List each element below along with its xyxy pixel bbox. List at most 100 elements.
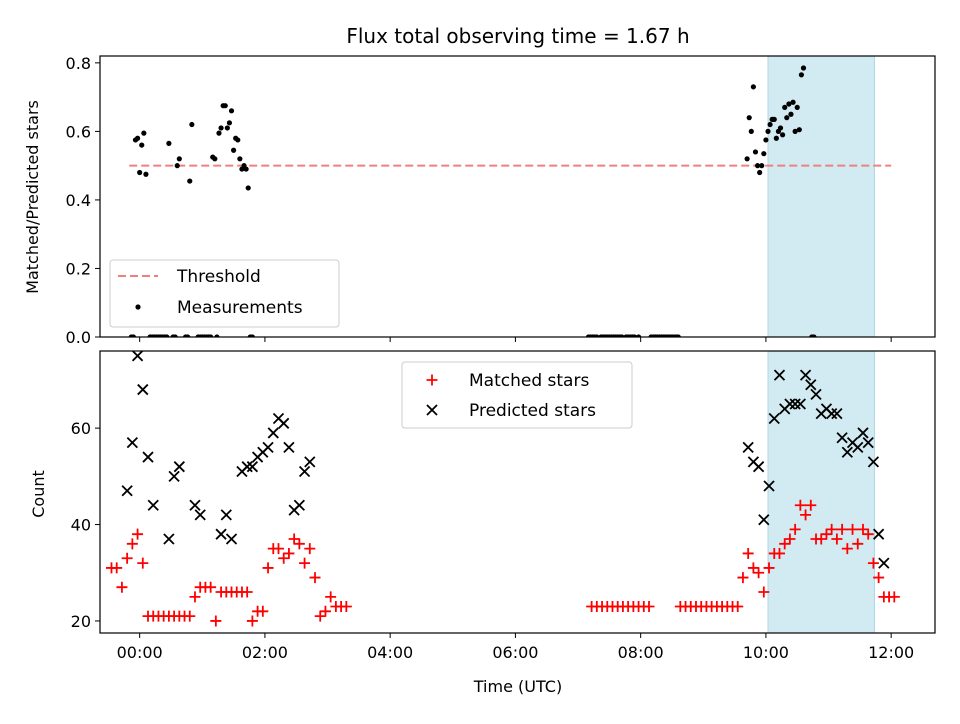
measurement-point [228, 108, 235, 114]
predicted-star-point [142, 451, 154, 463]
top-shaded-span [767, 55, 875, 338]
measurement-point [224, 125, 230, 131]
predicted-star-point [862, 436, 874, 449]
matched-star-point [262, 562, 274, 574]
matched-star-point [836, 523, 848, 535]
measurement-point [212, 156, 218, 162]
measurement-point [635, 334, 642, 337]
bottom-y-tick-label: 40 [71, 516, 91, 535]
matched-star-point [789, 523, 801, 535]
predicted-star-point [189, 499, 201, 511]
predicted-star-point [278, 417, 290, 429]
predicted-star-point [267, 427, 279, 439]
matched-star-point [325, 591, 337, 603]
measurement-point [792, 128, 798, 134]
measurement-point [784, 115, 790, 121]
bottom-legend: Matched stars Predicted stars [401, 361, 633, 429]
matched-star-point [826, 523, 838, 535]
predicted-star-point [789, 398, 801, 410]
matched-star-point [867, 557, 879, 569]
measurement-point [780, 132, 786, 138]
matched-star-point [888, 591, 900, 603]
legend-predicted-swatch [426, 404, 438, 416]
legend-measurement-swatch [135, 304, 141, 310]
measurement-point [771, 116, 777, 122]
predicted-star-point [168, 470, 180, 482]
matched-star-point [319, 605, 331, 617]
measurement-point [218, 125, 224, 131]
measurement-point [139, 142, 145, 148]
matched-star-point [189, 591, 201, 603]
measurement-point [189, 121, 195, 128]
predicted-star-point [752, 461, 765, 473]
measurement-point [763, 137, 769, 143]
measurement-point [172, 334, 178, 337]
matched-star-point [272, 543, 284, 555]
measurement-point [759, 163, 765, 169]
matched-star-point [847, 523, 859, 535]
predicted-star-point [121, 485, 133, 497]
measurement-point [226, 120, 233, 126]
predicted-star-point [768, 412, 780, 425]
matched-star-point [111, 562, 123, 574]
matched-star-point [857, 523, 869, 535]
top-legend: Threshold Measurements [109, 259, 340, 328]
measurement-point [746, 115, 752, 121]
measurement-point [208, 334, 214, 337]
top-legend-box [109, 259, 340, 328]
matched-star-point [737, 572, 749, 584]
measurement-point [130, 334, 136, 337]
bottom-y-tick-label: 20 [71, 612, 91, 631]
measurement-point [141, 130, 147, 136]
matched-star-point [283, 547, 295, 559]
measurement-point [187, 178, 193, 184]
predicted-star-point [826, 408, 838, 420]
predicted-star-point [836, 432, 848, 444]
predicted-star-point [215, 528, 227, 540]
x-tick-label: 10:00 [743, 643, 789, 662]
legend-matched-swatch [426, 374, 438, 386]
x-tick-label: 08:00 [618, 643, 664, 662]
matched-star-point [132, 528, 144, 540]
matched-star-point [278, 552, 290, 564]
predicted-star-point [841, 446, 853, 458]
matched-star-point [820, 528, 832, 540]
x-tick-label: 04:00 [367, 643, 413, 662]
predicted-star-point [810, 388, 822, 401]
predicted-star-point [758, 514, 770, 526]
matched-star-point [800, 509, 812, 521]
matched-star-point [841, 543, 853, 555]
measurement-point [744, 156, 750, 162]
predicted-star-point [742, 441, 754, 454]
matched-star-point [293, 538, 305, 550]
top-y-tick-label: 0.0 [66, 328, 91, 347]
predicted-star-point [794, 398, 806, 410]
top-axes-frame [99, 55, 936, 338]
matched-star-point [116, 581, 128, 593]
predicted-star-point [173, 461, 185, 473]
measurement-point [754, 163, 761, 169]
predicted-star-point [878, 557, 890, 569]
measurement-point [231, 147, 237, 153]
x-tick-label: 06:00 [492, 643, 538, 662]
top-panel: 0.0 0.2 0.4 0.6 0.8 Threshold Measurements [66, 54, 936, 347]
predicted-star-point [852, 441, 864, 454]
matched-star-point [758, 586, 770, 598]
matched-star-point [763, 562, 775, 574]
measurement-point [166, 140, 172, 146]
legend-matched-label: Matched stars [469, 371, 589, 391]
predicted-star-point [163, 533, 175, 545]
measurement-point [134, 135, 141, 141]
measurement-point [631, 334, 637, 337]
bottom-y-axis-label: Count [29, 470, 48, 518]
predicted-star-point [241, 461, 253, 473]
measurement-point [788, 111, 794, 117]
measurement-point [143, 171, 149, 177]
legend-measurement-label: Measurements [177, 298, 303, 318]
measurement-point [214, 334, 220, 337]
matched-star-point [340, 600, 352, 612]
predicted-star-point [137, 383, 149, 396]
matched-star-point [742, 547, 754, 559]
predicted-star-point [126, 436, 138, 449]
measurement-point [767, 121, 773, 128]
